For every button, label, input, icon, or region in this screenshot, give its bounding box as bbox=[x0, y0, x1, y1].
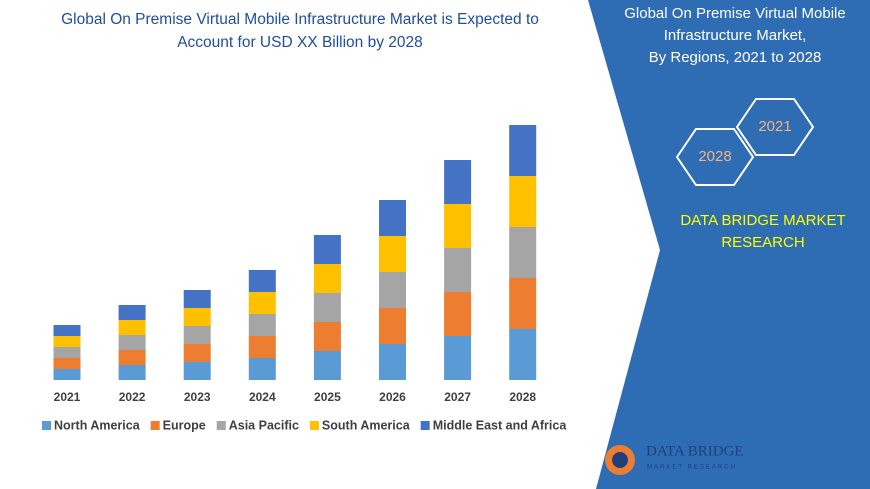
bar-segment bbox=[118, 335, 146, 350]
bar-segment bbox=[53, 369, 81, 380]
bar-segment bbox=[53, 358, 81, 369]
hexagon-label: 2021 bbox=[758, 118, 791, 135]
brand-text: RESEARCH bbox=[721, 234, 804, 251]
panel-title: Global On Premise Virtual Mobile bbox=[624, 5, 845, 22]
bar-segment bbox=[313, 351, 341, 380]
x-tick-label: 2025 bbox=[314, 390, 341, 404]
hexagons: 2021 2028 bbox=[675, 98, 815, 186]
logo-tagline: MARKET RESEARCH bbox=[647, 465, 737, 471]
bar-segment bbox=[118, 350, 146, 365]
legend-swatch bbox=[309, 421, 319, 430]
bar-segment bbox=[183, 290, 211, 308]
x-tick-label: 2024 bbox=[249, 390, 276, 404]
bar-segment bbox=[509, 176, 537, 227]
bar-segment bbox=[444, 204, 472, 248]
bar-segment bbox=[53, 325, 81, 336]
bar-segment bbox=[379, 200, 406, 236]
bar-segment bbox=[379, 344, 406, 380]
legend-swatch bbox=[216, 421, 226, 430]
x-tick-label: 2022 bbox=[119, 390, 146, 404]
bar-segment bbox=[183, 308, 211, 326]
x-tick-label: 2021 bbox=[54, 390, 81, 404]
bar-segment bbox=[248, 314, 276, 336]
logo: DATA BRIDGE MARKET RESEARCH bbox=[605, 443, 744, 475]
bar-segment bbox=[248, 270, 276, 292]
panel-title: Infrastructure Market, bbox=[664, 27, 807, 44]
bar-segment bbox=[444, 248, 472, 292]
bar-segment bbox=[313, 322, 341, 351]
x-tick-label: 2027 bbox=[444, 390, 471, 404]
bar-segment bbox=[183, 362, 211, 380]
bar-segment bbox=[183, 326, 211, 344]
legend-label: North America bbox=[54, 418, 141, 432]
bar-segment bbox=[53, 336, 81, 347]
bar-segment bbox=[118, 305, 146, 320]
chart-title: Account for USD XX Billion by 2028 bbox=[177, 34, 423, 51]
hexagon bbox=[675, 128, 755, 186]
hexagon-label: 2028 bbox=[698, 148, 731, 165]
bar-segment bbox=[509, 125, 537, 176]
bar-segment bbox=[444, 336, 472, 380]
bar-segment bbox=[313, 293, 341, 322]
bar-segment bbox=[248, 292, 276, 314]
bar-segment bbox=[509, 227, 537, 278]
brand-text: DATA BRIDGE MARKET bbox=[680, 212, 845, 229]
legend-label: Middle East and Africa bbox=[433, 418, 568, 432]
panel-title: By Regions, 2021 to 2028 bbox=[649, 49, 822, 66]
bar-segment bbox=[53, 347, 81, 358]
logo-icon-inner bbox=[612, 452, 628, 468]
side-panel bbox=[588, 0, 870, 489]
legend-swatch bbox=[42, 421, 51, 430]
bar-segment bbox=[444, 292, 472, 336]
bar-segment bbox=[444, 160, 472, 204]
bar-segment bbox=[248, 358, 276, 380]
chart-title: Global On Premise Virtual Mobile Infrast… bbox=[61, 11, 539, 28]
bar-segment bbox=[118, 320, 146, 335]
x-tick-label: 2026 bbox=[379, 390, 406, 404]
bar-segment bbox=[248, 336, 276, 358]
legend-label: South America bbox=[322, 418, 411, 432]
x-tick-label: 2028 bbox=[509, 390, 536, 404]
bar-segment bbox=[379, 308, 406, 344]
bar-segment bbox=[313, 264, 341, 293]
bar-segment bbox=[118, 365, 146, 380]
bar-segment bbox=[379, 272, 406, 308]
legend-swatch bbox=[150, 421, 160, 430]
bar-segment bbox=[313, 235, 341, 264]
logo-name: DATA BRIDGE bbox=[646, 443, 744, 459]
bar-segment bbox=[509, 278, 537, 329]
hexagon bbox=[735, 98, 815, 156]
legend-swatch bbox=[420, 421, 430, 430]
bar-segment bbox=[183, 344, 211, 362]
bar-segment bbox=[379, 236, 406, 272]
legend-label: Europe bbox=[163, 418, 206, 432]
legend-label: Asia Pacific bbox=[229, 418, 299, 432]
x-tick-label: 2023 bbox=[184, 390, 211, 404]
bar-segment bbox=[509, 329, 537, 380]
